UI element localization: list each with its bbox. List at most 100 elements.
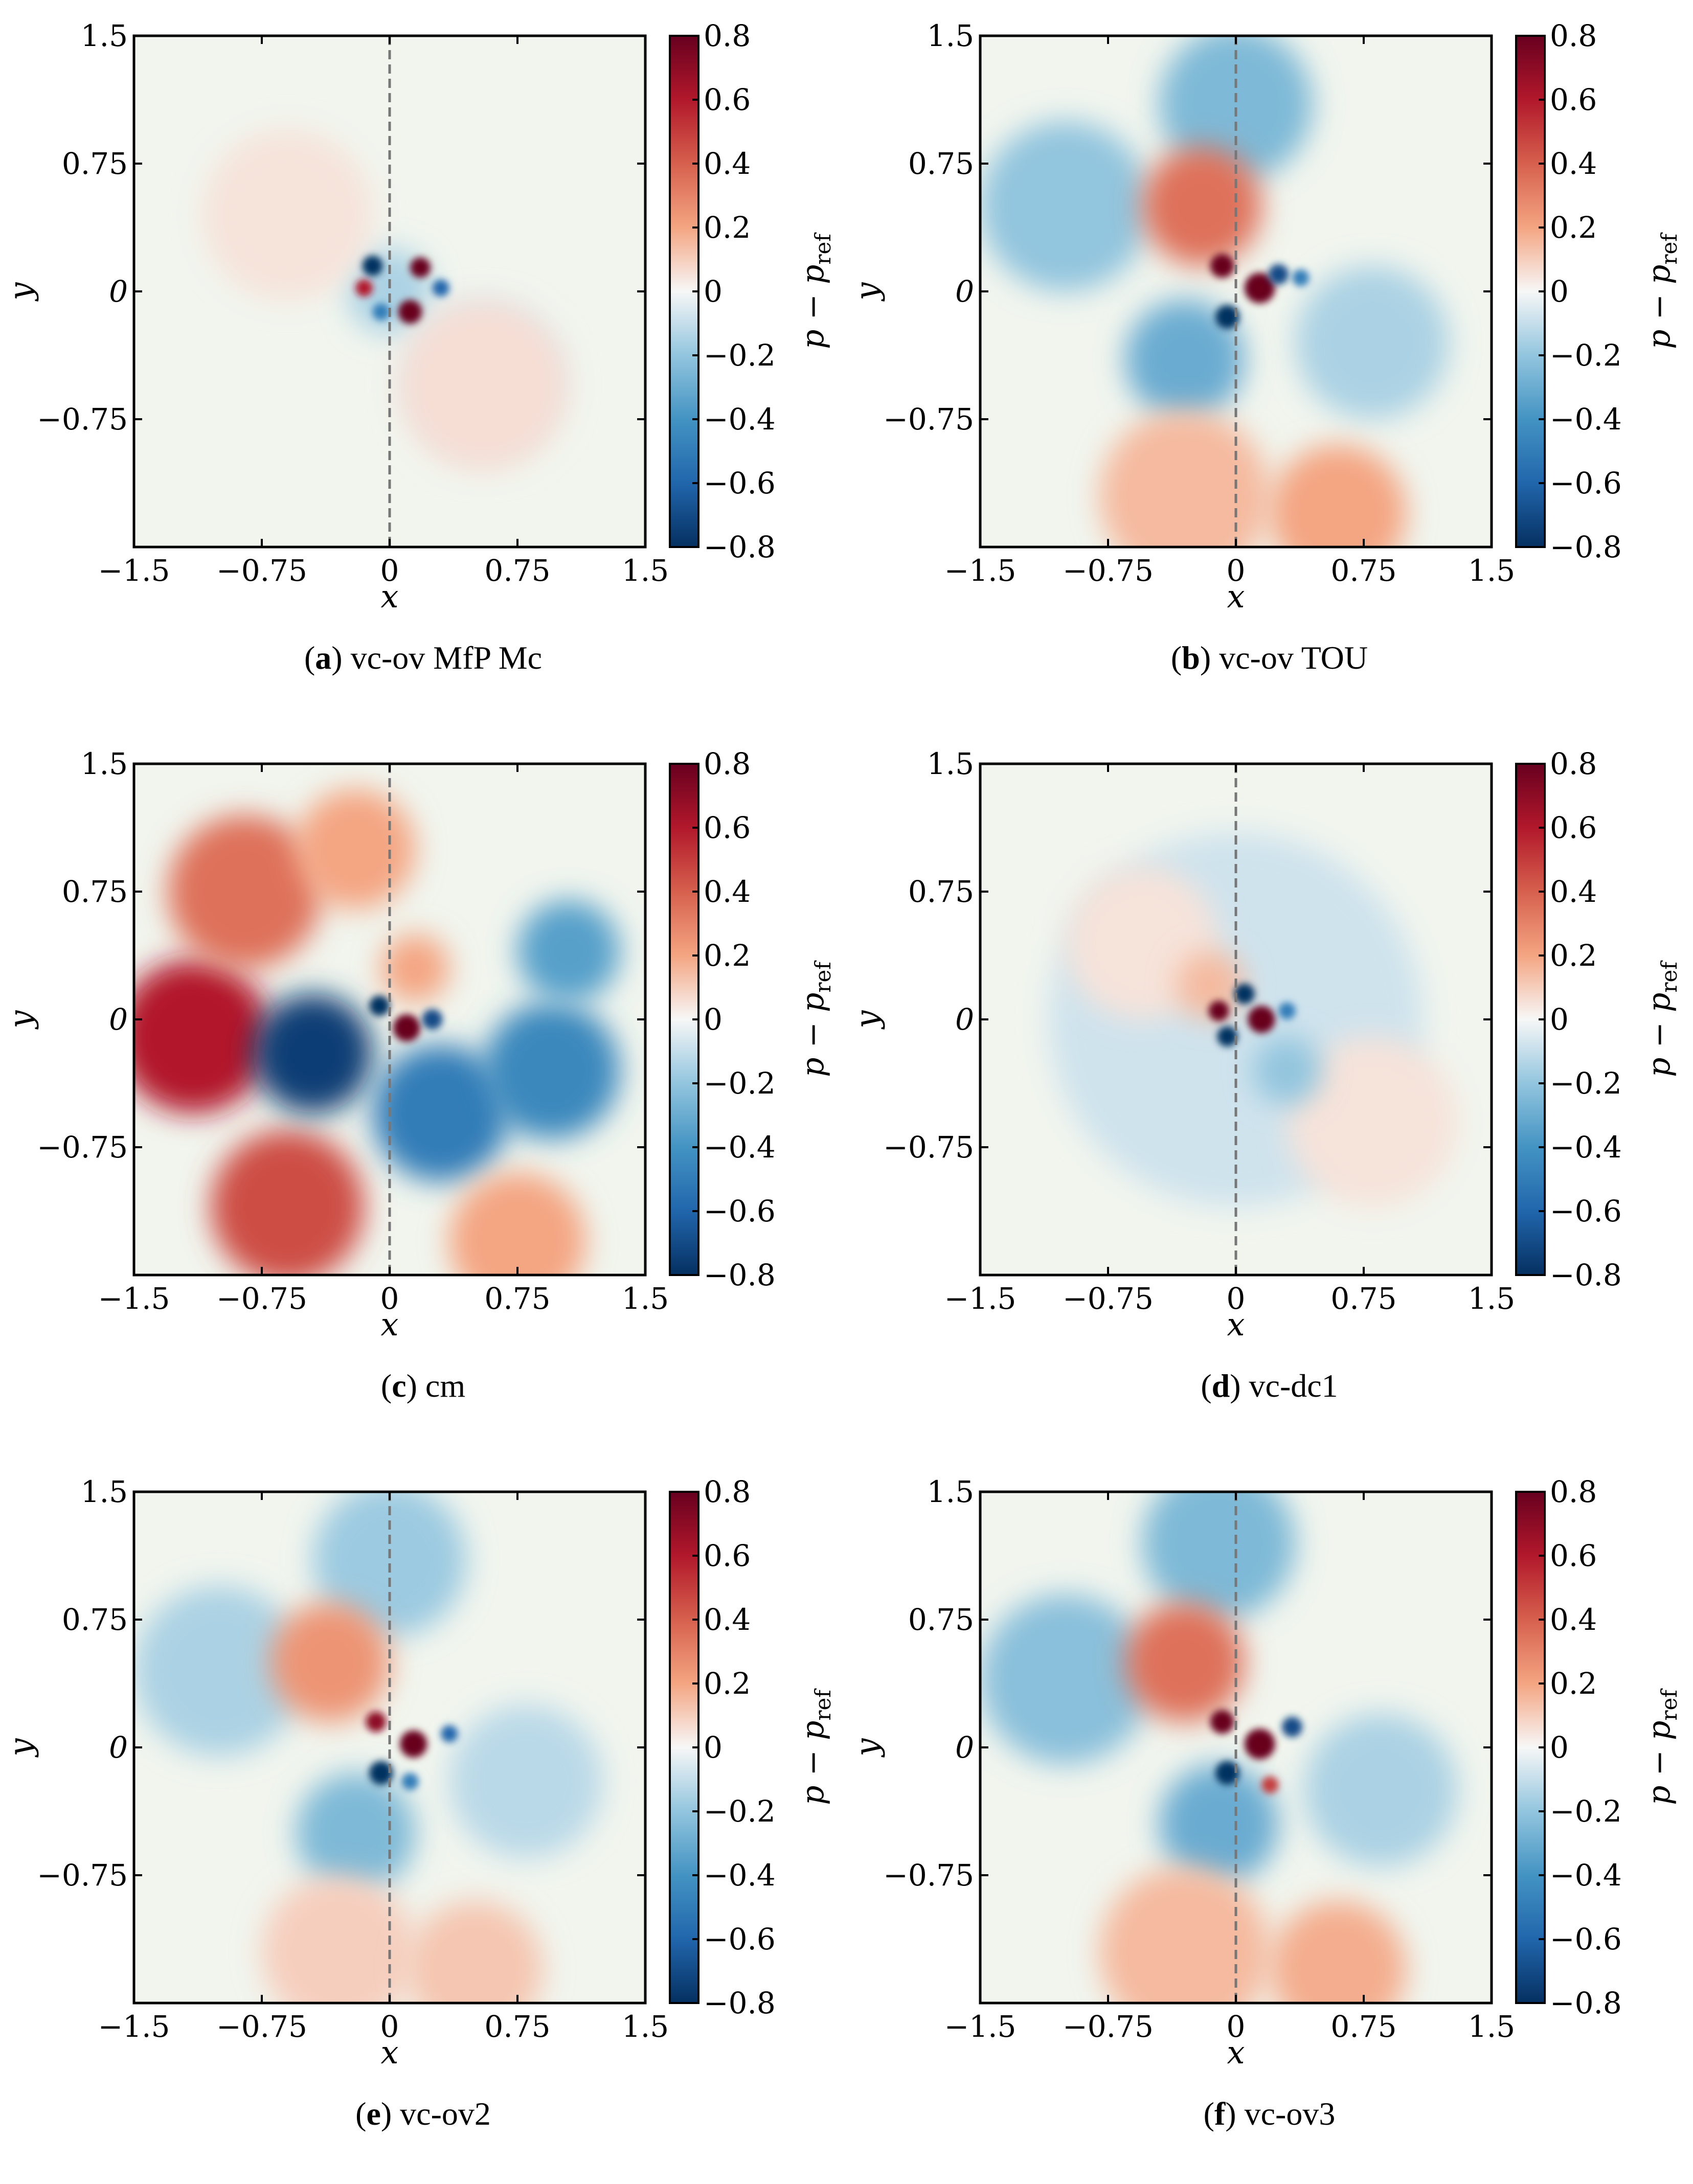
field-feature bbox=[432, 279, 449, 297]
field-feature bbox=[1234, 984, 1255, 1004]
y-tick-label: 0.75 bbox=[62, 1602, 128, 1637]
field-feature bbox=[398, 300, 569, 470]
y-tick-label: −0.75 bbox=[37, 1858, 128, 1893]
field-feature bbox=[1210, 1710, 1234, 1734]
y-axis-label: y bbox=[848, 1738, 886, 1758]
panel-f: −1.5 −0.75 0 0.75 1.5 1.5 0.75 0 −0.75 x y 0.8 0.6 0.… bbox=[846, 1456, 1692, 2184]
x-tick-label: −1.5 bbox=[944, 1281, 1017, 1316]
y-tick-label: 0.75 bbox=[908, 874, 974, 909]
field-feature bbox=[980, 1594, 1151, 1765]
x-axis-label: x bbox=[1227, 2034, 1245, 2071]
colorbar-tick-label: 0.2 bbox=[1550, 1666, 1597, 1701]
x-tick-label: 1.5 bbox=[622, 1281, 669, 1316]
field-feature bbox=[372, 1045, 509, 1181]
colorbar-tick-label: −0.8 bbox=[704, 1986, 776, 2020]
colorbar-tick-label: −0.4 bbox=[1550, 1130, 1622, 1165]
colorbar-tick-label: 0.8 bbox=[704, 746, 751, 781]
y-tick-label: −0.75 bbox=[883, 1130, 974, 1165]
field-feature bbox=[422, 1009, 443, 1030]
colorbar-tick-label: −0.8 bbox=[1550, 1986, 1622, 2020]
colorbar-tick-label: −0.4 bbox=[704, 1858, 776, 1893]
field-feature bbox=[1270, 445, 1407, 547]
field-feature bbox=[398, 300, 422, 324]
field-feature bbox=[253, 994, 373, 1113]
colorbar-tick-label: −0.2 bbox=[704, 338, 776, 373]
colorbar-tick-label: 0.6 bbox=[1550, 1538, 1597, 1573]
x-tick-label: 1.5 bbox=[622, 553, 669, 588]
x-tick-label: −0.75 bbox=[216, 2009, 307, 2044]
pressure-field bbox=[1048, 832, 1458, 1207]
field-feature bbox=[1215, 305, 1239, 329]
field-feature bbox=[1159, 1764, 1279, 1884]
colorbar-label-main: p − p bbox=[795, 993, 831, 1077]
colorbar-tick-label: 0.2 bbox=[704, 210, 751, 245]
colorbar-tick-label: −0.4 bbox=[704, 402, 776, 437]
x-tick-label: 1.5 bbox=[622, 2009, 669, 2044]
x-tick-label: −0.75 bbox=[1063, 553, 1154, 588]
colorbar-tick-label: 0.2 bbox=[704, 1666, 751, 1701]
colorbar-label-sub: ref bbox=[810, 232, 836, 265]
field-feature bbox=[1125, 1602, 1245, 1722]
caption-text: vc-ov TOU bbox=[1219, 640, 1368, 676]
x-tick-label: 0.75 bbox=[1330, 2009, 1396, 2044]
x-axis-label: x bbox=[1227, 1306, 1245, 1343]
field-feature bbox=[1292, 269, 1310, 286]
plot-c: −1.5 −0.75 0 0.75 1.5 1.5 0.75 0 −0.75 x y 0.8 0.6 0.… bbox=[2, 746, 836, 1343]
x-tick-label: −0.75 bbox=[1063, 2009, 1154, 2044]
panel-caption: (b) vc-ov TOU bbox=[1170, 640, 1368, 676]
x-tick-label: 0 bbox=[380, 2009, 399, 2044]
colorbar-tick-label: −0.4 bbox=[1550, 1858, 1622, 1893]
colorbar-tick-label: 0.8 bbox=[1550, 746, 1597, 781]
field-feature bbox=[1248, 1006, 1275, 1033]
y-tick-label: 0 bbox=[955, 1730, 974, 1765]
colorbar-tick-label: −0.6 bbox=[704, 1922, 776, 1956]
colorbar-tick-label: 0.6 bbox=[1550, 82, 1597, 117]
caption-letter: f bbox=[1214, 2096, 1226, 2132]
x-tick-label: −1.5 bbox=[944, 553, 1017, 588]
colorbar-label-main: p − p bbox=[1641, 265, 1677, 349]
field-feature bbox=[296, 789, 415, 909]
y-tick-label: 0.75 bbox=[62, 874, 128, 909]
y-axis-label: y bbox=[2, 1010, 39, 1030]
caption-letter: d bbox=[1211, 1368, 1230, 1404]
caption-letter: e bbox=[366, 2096, 381, 2132]
field-feature bbox=[168, 815, 322, 968]
field-feature bbox=[1295, 266, 1449, 419]
field-feature bbox=[372, 303, 390, 321]
colorbar-label: p − pref bbox=[1641, 960, 1682, 1077]
field-feature bbox=[296, 1773, 415, 1893]
caption-text: cm bbox=[425, 1368, 466, 1404]
y-tick-label: 1.5 bbox=[81, 746, 128, 781]
field-feature bbox=[1287, 1036, 1458, 1207]
y-tick-label: 1.5 bbox=[81, 18, 128, 53]
field-feature bbox=[1261, 1776, 1279, 1793]
field-feature bbox=[366, 1712, 387, 1732]
colorbar-tick-label: 0.4 bbox=[704, 1602, 751, 1637]
colorbar-label-main: p − p bbox=[795, 265, 831, 349]
field-feature bbox=[355, 279, 373, 297]
colorbar-label: p − pref bbox=[1641, 1688, 1682, 1805]
x-tick-label: −1.5 bbox=[98, 553, 170, 588]
field-feature bbox=[202, 129, 373, 300]
field-feature bbox=[1244, 272, 1275, 304]
caption-text: vc-dc1 bbox=[1249, 1368, 1338, 1404]
colorbar-tick-label: 0 bbox=[1550, 1002, 1569, 1037]
y-tick-label: 0 bbox=[109, 1002, 128, 1037]
colorbar-tick-label: −0.2 bbox=[1550, 1794, 1622, 1829]
x-tick-label: 1.5 bbox=[1468, 2009, 1515, 2044]
pressure-field bbox=[134, 1492, 603, 2003]
panel-b: −1.5 −0.75 0 0.75 1.5 1.5 0.75 0 −0.75 x y 0.8 0.6 0.… bbox=[846, 0, 1692, 728]
pressure-field bbox=[134, 789, 620, 1275]
panel-caption: (a) vc-ov MfP Mc bbox=[304, 640, 543, 676]
colorbar-label-sub: ref bbox=[1657, 960, 1682, 993]
colorbar-tick-label: 0.4 bbox=[704, 874, 751, 909]
colorbar-label-main: p − p bbox=[795, 1721, 831, 1805]
field-feature bbox=[393, 1014, 420, 1042]
colorbar-tick-label: 0.8 bbox=[704, 1474, 751, 1509]
y-tick-label: 0.75 bbox=[908, 1602, 974, 1637]
x-tick-label: −1.5 bbox=[944, 2009, 1017, 2044]
colorbar-tick-label: −0.6 bbox=[1550, 466, 1622, 500]
y-tick-label: 1.5 bbox=[927, 1474, 974, 1509]
pressure-field bbox=[202, 129, 569, 470]
y-tick-label: −0.75 bbox=[37, 402, 128, 437]
